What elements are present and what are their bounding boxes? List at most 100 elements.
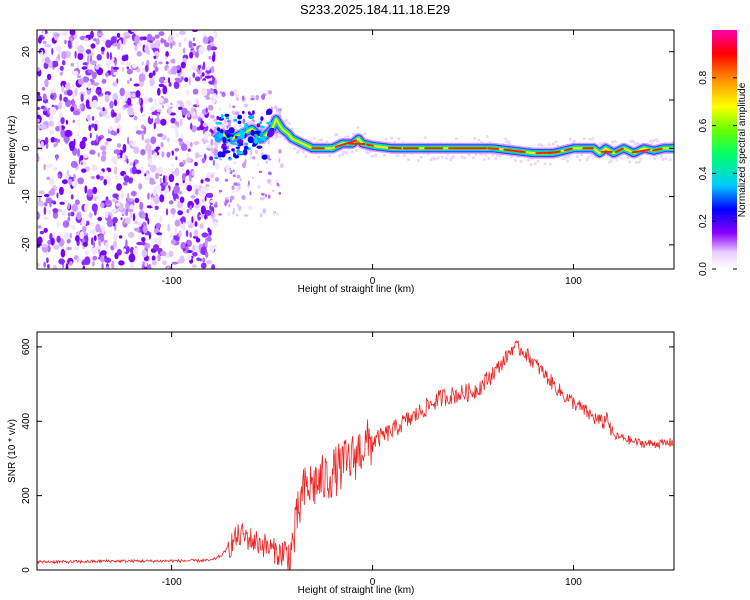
noise-speckle — [88, 124, 92, 132]
noise-speckle — [241, 195, 246, 200]
noise-speckle — [174, 148, 180, 152]
noise-speckle — [229, 167, 232, 171]
noise-speckle — [122, 248, 127, 253]
noise-speckle — [80, 161, 84, 165]
noise-speckle — [144, 173, 147, 177]
ridge-halo — [356, 126, 360, 130]
spectrogram-marks — [37, 30, 674, 269]
noise-speckle — [159, 233, 162, 242]
noise-speckle — [193, 244, 201, 254]
noise-speckle — [214, 141, 218, 147]
ridge-halo — [312, 136, 316, 140]
onset-blob — [255, 130, 261, 134]
noise-speckle — [231, 190, 234, 193]
noise-speckle — [200, 205, 206, 215]
noise-speckle — [276, 132, 279, 139]
noise-speckle — [95, 223, 101, 233]
noise-speckle — [175, 33, 179, 38]
noise-speckle — [180, 61, 186, 69]
colorbar-tick-label: 0.4 — [698, 166, 709, 180]
ridge-halo — [537, 143, 541, 147]
onset-blob — [250, 129, 255, 136]
noise-speckle — [171, 150, 174, 156]
y-tick-label: 10 — [21, 94, 32, 106]
noise-speckle — [156, 108, 162, 113]
noise-speckle — [201, 232, 208, 238]
ridge-halo — [366, 151, 370, 155]
figure-title: S233.2025.184.11.18.E29 — [300, 2, 450, 17]
noise-speckle — [249, 149, 253, 156]
noise-speckle — [165, 61, 169, 65]
noise-speckle — [49, 106, 57, 116]
noise-speckle — [86, 114, 91, 122]
noise-speckle — [100, 145, 107, 151]
noise-speckle — [168, 250, 174, 258]
noise-speckle — [71, 70, 79, 76]
noise-speckle — [47, 264, 50, 269]
noise-speckle — [153, 122, 156, 130]
y-tick-label: 0 — [21, 567, 32, 573]
y-tick-label: 400 — [21, 412, 32, 429]
noise-speckle — [85, 49, 92, 55]
noise-speckle — [127, 136, 130, 145]
noise-speckle — [104, 141, 109, 146]
ridge-halo — [554, 140, 558, 144]
noise-speckle — [37, 124, 42, 130]
noise-speckle — [43, 216, 49, 220]
noise-speckle — [37, 67, 41, 72]
noise-speckle — [179, 196, 185, 204]
noise-speckle — [74, 87, 78, 97]
noise-speckle — [59, 124, 62, 132]
noise-speckle — [201, 87, 208, 97]
noise-speckle — [58, 101, 63, 110]
noise-speckle — [260, 147, 265, 152]
noise-speckle — [50, 187, 56, 196]
noise-speckle — [130, 191, 137, 197]
noise-speckle — [200, 246, 207, 256]
colorbar-tick-label: 0.0 — [698, 262, 709, 276]
noise-speckle — [155, 184, 162, 192]
ridge-halo — [407, 158, 410, 162]
noise-speckle — [95, 89, 101, 94]
ridge-halo — [222, 124, 226, 128]
noise-speckle — [138, 96, 142, 105]
noise-speckle — [251, 176, 254, 180]
noise-speckle — [144, 138, 151, 144]
noise-speckle — [79, 104, 83, 109]
ridge-halo — [661, 157, 665, 161]
noise-speckle — [140, 81, 145, 86]
noise-speckle — [256, 184, 262, 189]
noise-speckle — [116, 128, 120, 134]
ridge-halo — [566, 159, 569, 163]
ridge-core — [387, 146, 402, 150]
noise-speckle — [105, 199, 112, 208]
noise-speckle — [79, 154, 84, 161]
ridge-halo — [297, 149, 301, 153]
noise-speckle — [208, 104, 214, 111]
noise-speckle — [114, 166, 118, 175]
noise-speckle — [148, 72, 153, 79]
noise-speckle — [112, 42, 119, 47]
noise-speckle — [213, 118, 219, 123]
noise-speckle — [82, 265, 85, 269]
noise-speckle — [230, 195, 235, 200]
noise-speckle — [258, 170, 263, 174]
noise-speckle — [41, 244, 48, 248]
noise-speckle — [40, 141, 44, 149]
noise-speckle — [159, 216, 163, 223]
noise-speckle — [82, 136, 88, 142]
noise-speckle — [201, 199, 205, 203]
noise-speckle — [175, 182, 179, 187]
ridge-halo — [626, 156, 630, 160]
noise-speckle — [81, 225, 87, 234]
noise-speckle — [214, 97, 216, 103]
noise-speckle — [58, 186, 64, 196]
noise-speckle — [180, 76, 184, 81]
onset-blob — [244, 122, 249, 129]
noise-speckle — [191, 216, 194, 224]
noise-speckle — [193, 187, 196, 196]
noise-speckle — [162, 104, 164, 109]
ridge-halo — [611, 140, 614, 144]
noise-speckle — [44, 44, 52, 48]
ridge-halo — [650, 141, 654, 145]
